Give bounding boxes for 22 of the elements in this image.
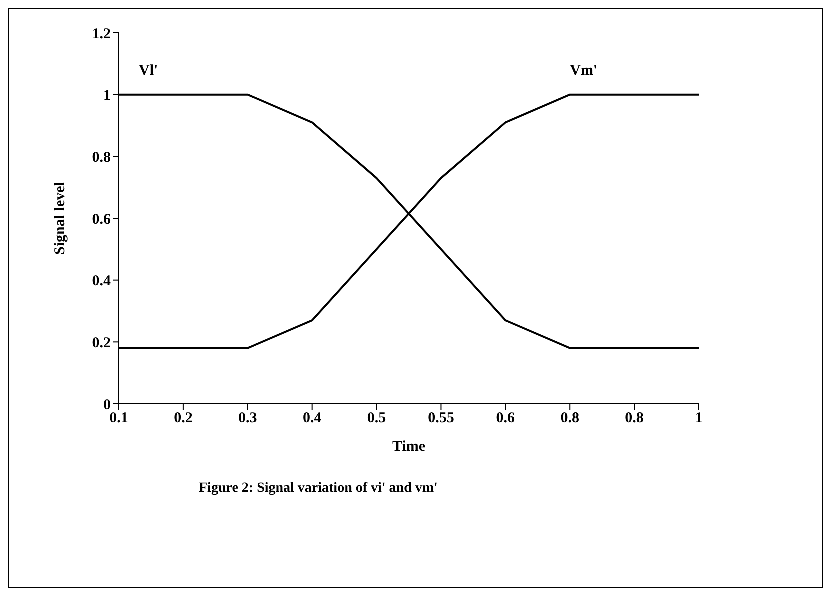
x-tick-label: 0.5 — [367, 410, 386, 427]
series-label: Vm' — [570, 62, 598, 79]
x-tick-label: 0.6 — [496, 410, 516, 427]
y-axis-title: Signal level — [52, 182, 68, 255]
y-tick-label: 1.2 — [92, 26, 111, 42]
y-tick-label: 0.8 — [92, 150, 111, 166]
x-tick-label: 0.4 — [302, 410, 322, 427]
x-tick-label: 1 — [695, 410, 703, 427]
y-tick-label: 0.6 — [92, 212, 112, 228]
series-label: Vl' — [139, 62, 158, 79]
y-tick-label: 0.2 — [92, 335, 111, 352]
x-axis-title: Time — [392, 439, 426, 455]
y-tick-label: 0 — [104, 397, 111, 414]
x-tick-label: 0.8 — [625, 410, 644, 427]
x-tick-label: 0.1 — [110, 410, 128, 427]
x-tick-label: 0.2 — [174, 410, 193, 427]
x-tick-label: 0.55 — [428, 410, 454, 427]
caption: Figure 2: Signal variation of vi' and vm' — [199, 481, 438, 497]
y-tick-label: 1 — [104, 88, 111, 104]
x-tick-label: 0.3 — [238, 410, 258, 427]
x-tick-label: 0.8 — [560, 410, 580, 427]
y-tick-label: 0.4 — [92, 274, 112, 290]
